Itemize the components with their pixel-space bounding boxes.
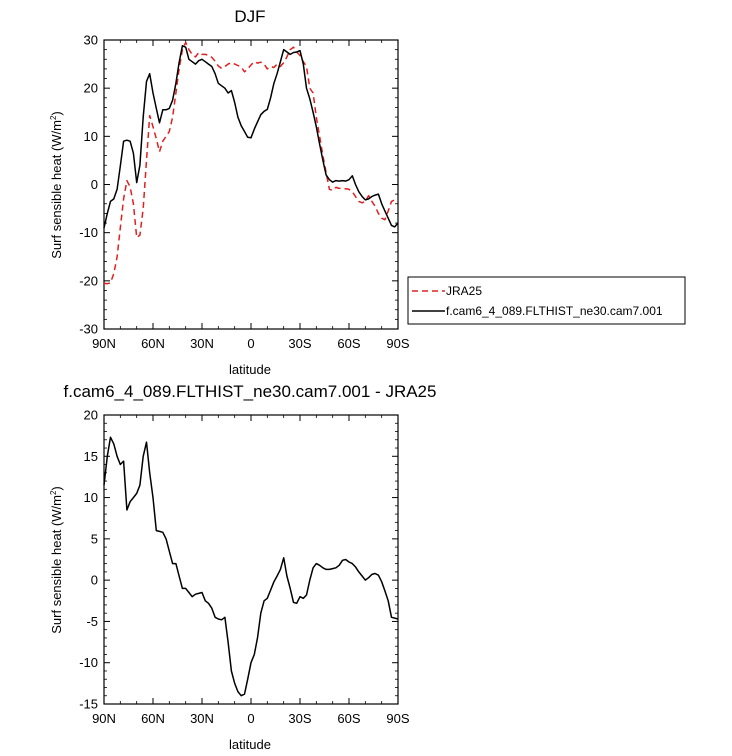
x-ticks: 90N 60N 30N 0 30S 60S 90S [92,415,410,726]
y-tick-label: 15 [84,449,98,464]
x-tick-label: 90S [386,711,409,726]
x-tick-label: 60N [141,711,165,726]
y-axis-label-main: Surf sensible heat (W/m [49,495,64,634]
x-axis-label: latitude [229,737,271,752]
series-line-cam [103,45,399,229]
x-tick-label: 0 [247,711,254,726]
panel-difference: f.cam6_4_089.FLTHIST_ne30.cam7.001 - JRA… [49,382,436,752]
x-ticks: 90N 60N 30N 0 30S 60S 90S [92,40,410,351]
y-tick-label: 0 [91,177,98,192]
legend-label-jra25: JRA25 [446,284,482,298]
y-tick-label: 20 [84,81,98,96]
chart-title: f.cam6_4_089.FLTHIST_ne30.cam7.001 - JRA… [64,382,437,401]
y-tick-label: 10 [84,129,98,144]
x-tick-label: 60S [337,711,360,726]
y-tick-label: -10 [79,655,98,670]
x-axis-label: latitude [229,362,271,377]
legend: JRA25 f.cam6_4_089.FLTHIST_ne30.cam7.001 [407,276,686,325]
x-tick-label: 30N [190,711,214,726]
x-tick-label: 30S [288,711,311,726]
y-tick-label: -10 [79,225,98,240]
y-tick-label: 20 [84,408,98,423]
x-tick-label: 60S [337,336,360,351]
x-tick-label: 90N [92,336,116,351]
y-axis-label: Surf sensible heat (W/m2) [49,486,64,634]
y-tick-label: -30 [79,322,98,337]
legend-box [407,276,686,325]
legend-label-cam: f.cam6_4_089.FLTHIST_ne30.cam7.001 [446,304,663,318]
y-tick-label: 5 [91,531,98,546]
y-axis-label: Surf sensible heat (W/m2) [49,111,64,259]
y-tick-label: 30 [84,33,98,48]
y-tick-label: 0 [91,573,98,588]
y-ticks: 30 20 10 0 -10 -20 -30 [79,33,398,337]
x-tick-label: 90S [386,336,409,351]
y-axis-label-close: ) [49,111,64,115]
y-axis-label-close: ) [49,486,64,490]
x-tick-label: 0 [247,336,254,351]
series-line-cam [103,436,399,697]
y-tick-label: -5 [86,614,98,629]
y-ticks: 20 15 10 5 0 -5 -10 -15 [79,408,398,712]
y-tick-label: -20 [79,273,98,288]
plot-frame [103,39,399,330]
series-line-jra25 [103,41,399,285]
x-tick-label: 90N [92,711,116,726]
x-tick-label: 30N [190,336,214,351]
y-axis-label-sup: 2 [49,115,58,120]
y-tick-label: 10 [84,490,98,505]
series-lines [103,41,399,285]
x-tick-label: 30S [288,336,311,351]
y-axis-label-sup: 2 [49,490,58,495]
x-tick-label: 60N [141,336,165,351]
y-axis-label-main: Surf sensible heat (W/m [49,120,64,259]
y-tick-label: -15 [79,697,98,712]
chart-title: DJF [234,7,265,26]
panel-djf: DJF 30 20 10 0 -10 -20 -30 90N 60N 30N 0 30S 60S 90S… [49,7,686,377]
series-lines [103,436,399,697]
